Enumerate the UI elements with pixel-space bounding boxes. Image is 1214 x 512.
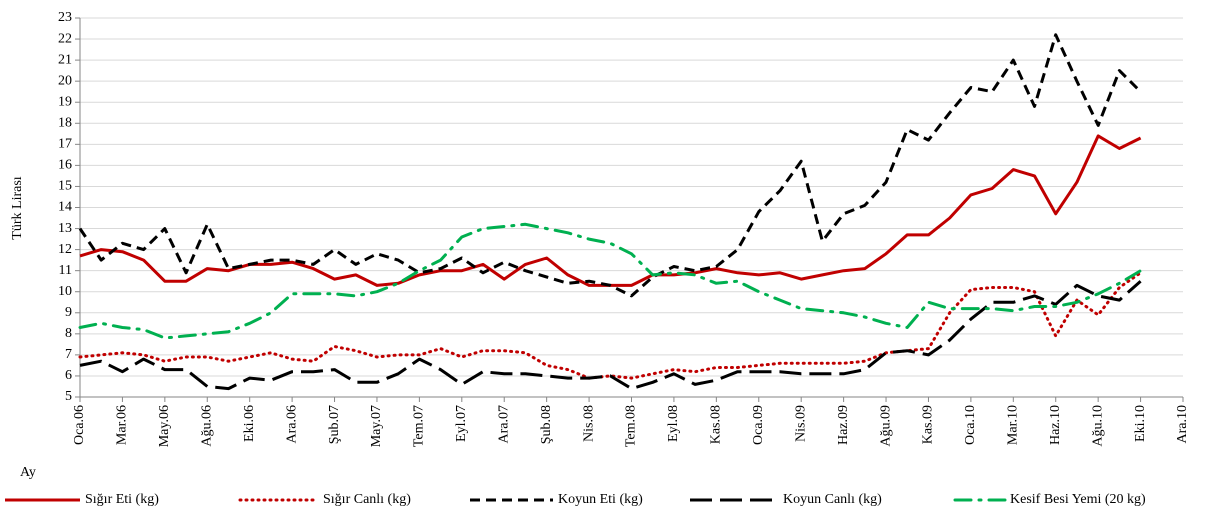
x-tick-label: Kas.09: [921, 405, 936, 444]
y-tick-label: 23: [58, 10, 72, 25]
y-tick-label: 6: [65, 368, 72, 383]
y-tick-label: 9: [65, 305, 72, 320]
x-tick-label: Mar.10: [1006, 405, 1021, 445]
x-tick-label: Ağu.09: [878, 405, 893, 447]
x-tick-label: Şub.08: [539, 405, 554, 444]
y-tick-label: 20: [58, 73, 72, 88]
x-tick-label: Tem.07: [412, 405, 427, 447]
x-tick-label: Eyl.07: [454, 405, 469, 442]
x-tick-label: Oca.06: [72, 405, 87, 445]
y-tick-label: 12: [58, 242, 72, 257]
series-line: [79, 280, 1142, 391]
legend-label: Sığır Eti (kg): [85, 492, 159, 507]
x-tick-label: Haz.10: [1048, 405, 1063, 445]
y-tick-label: 8: [65, 326, 72, 341]
y-tick-label: 22: [58, 31, 72, 46]
y-tick-label: 5: [65, 389, 72, 404]
y-tick-label: 11: [59, 263, 72, 278]
x-axis-label: Ay: [20, 465, 36, 480]
y-tick-label: 17: [58, 137, 72, 152]
x-tick-label: Haz.09: [836, 405, 851, 445]
x-tick-label: Şub.07: [327, 405, 342, 444]
x-tick-label: Ağu.06: [199, 405, 214, 447]
x-tick-label: Oca.09: [751, 405, 766, 445]
x-tick-label: Ara.06: [284, 405, 299, 444]
series-line: [78, 222, 1143, 340]
y-tick-label: 7: [65, 347, 72, 362]
y-tick-label: 13: [58, 221, 72, 236]
x-tick-label: Oca.10: [963, 405, 978, 445]
x-tick-label: Ara.07: [496, 405, 511, 444]
series-line: [78, 271, 1143, 380]
x-tick-label: Ağu.10: [1090, 405, 1105, 447]
x-tick-label: May.06: [157, 405, 172, 447]
y-tick-label: 16: [58, 158, 72, 173]
y-tick-label: 21: [58, 52, 72, 67]
y-tick-label: 10: [58, 284, 72, 299]
legend-label: Koyun Canlı (kg): [783, 492, 882, 507]
x-tick-label: Mar.06: [115, 405, 130, 445]
legend-label: Sığır Canlı (kg): [323, 492, 411, 507]
x-tick-label: Nis.09: [793, 405, 808, 442]
x-tick-label: Eki.06: [242, 405, 257, 442]
y-tick-label: 18: [58, 115, 72, 130]
series-line: [78, 33, 1142, 298]
x-tick-label: Kas.08: [709, 405, 724, 444]
x-tick-label: Eyl.08: [666, 405, 681, 442]
y-tick-label: 15: [58, 179, 72, 194]
y-axis-label: Türk Lirası: [10, 176, 25, 239]
x-tick-label: Ara.10: [1175, 405, 1190, 444]
legend-label: Koyun Eti (kg): [558, 492, 643, 507]
x-tick-label: Nis.08: [581, 405, 596, 442]
legend-label: Kesif Besi Yemi (20 kg): [1010, 492, 1146, 507]
x-tick-label: Tem.08: [624, 405, 639, 447]
series-line: [79, 134, 1142, 287]
y-tick-label: 19: [58, 94, 72, 109]
x-tick-label: May.07: [369, 405, 384, 447]
x-tick-label: Eki.10: [1133, 405, 1148, 442]
y-tick-label: 14: [58, 200, 72, 215]
